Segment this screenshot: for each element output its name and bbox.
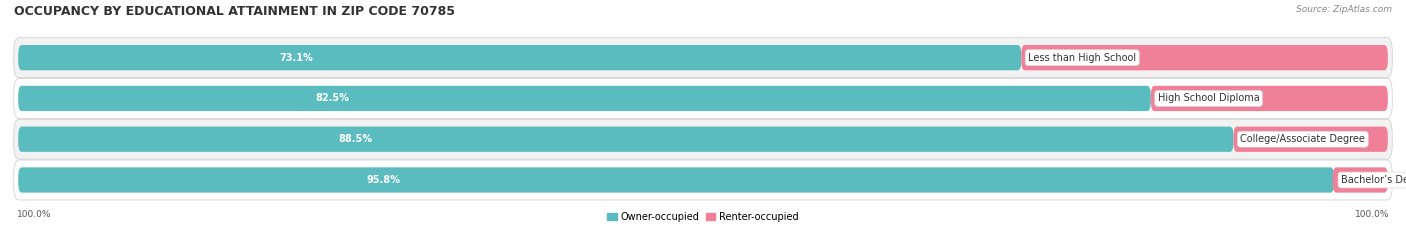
FancyBboxPatch shape xyxy=(14,79,1392,118)
FancyBboxPatch shape xyxy=(18,127,1233,152)
Text: 73.1%: 73.1% xyxy=(280,53,314,63)
Text: Source: ZipAtlas.com: Source: ZipAtlas.com xyxy=(1296,5,1392,14)
FancyBboxPatch shape xyxy=(1021,45,1388,70)
FancyBboxPatch shape xyxy=(14,119,1392,159)
Text: OCCUPANCY BY EDUCATIONAL ATTAINMENT IN ZIP CODE 70785: OCCUPANCY BY EDUCATIONAL ATTAINMENT IN Z… xyxy=(14,5,456,18)
FancyBboxPatch shape xyxy=(18,86,1152,111)
Text: 88.5%: 88.5% xyxy=(339,134,373,144)
FancyBboxPatch shape xyxy=(14,38,1392,78)
Text: 82.5%: 82.5% xyxy=(315,93,349,103)
FancyBboxPatch shape xyxy=(14,160,1392,200)
FancyBboxPatch shape xyxy=(18,45,1021,70)
Text: 95.8%: 95.8% xyxy=(367,175,401,185)
Text: High School Diploma: High School Diploma xyxy=(1157,93,1260,103)
Text: 100.0%: 100.0% xyxy=(17,210,52,219)
FancyBboxPatch shape xyxy=(1233,127,1388,152)
Legend: Owner-occupied, Renter-occupied: Owner-occupied, Renter-occupied xyxy=(603,208,803,226)
Text: 100.0%: 100.0% xyxy=(1354,210,1389,219)
FancyBboxPatch shape xyxy=(1333,167,1388,193)
Text: Bachelor’s Degree or higher: Bachelor’s Degree or higher xyxy=(1341,175,1406,185)
FancyBboxPatch shape xyxy=(18,167,1334,193)
Text: Less than High School: Less than High School xyxy=(1028,53,1136,63)
FancyBboxPatch shape xyxy=(1152,86,1388,111)
Text: College/Associate Degree: College/Associate Degree xyxy=(1240,134,1365,144)
